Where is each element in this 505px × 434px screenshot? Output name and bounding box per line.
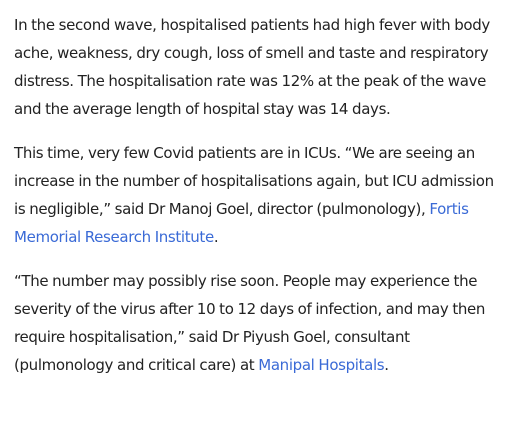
paragraph-icu: This time, very few Covid patients are i… <box>14 139 494 251</box>
link-manipal-hospitals[interactable]: Manipal Hospitals <box>258 356 385 374</box>
paragraph-second-wave: In the second wave, hospitalised patient… <box>14 16 490 118</box>
paragraph-icu-end: . <box>213 228 219 246</box>
link-fortis-memorial-research-institute[interactable]: Fortis Memorial Research Institute <box>14 200 469 246</box>
paragraph-rise-end: . <box>384 356 389 374</box>
article-body: In the second wave, hospitalised patient… <box>14 11 494 395</box>
paragraph-rise-text: “The number may possibly rise soon. Peop… <box>14 272 486 374</box>
paragraph-icu-text: This time, very few Covid patients are i… <box>14 144 494 218</box>
paragraph-rise: “The number may possibly rise soon. Peop… <box>14 267 494 379</box>
